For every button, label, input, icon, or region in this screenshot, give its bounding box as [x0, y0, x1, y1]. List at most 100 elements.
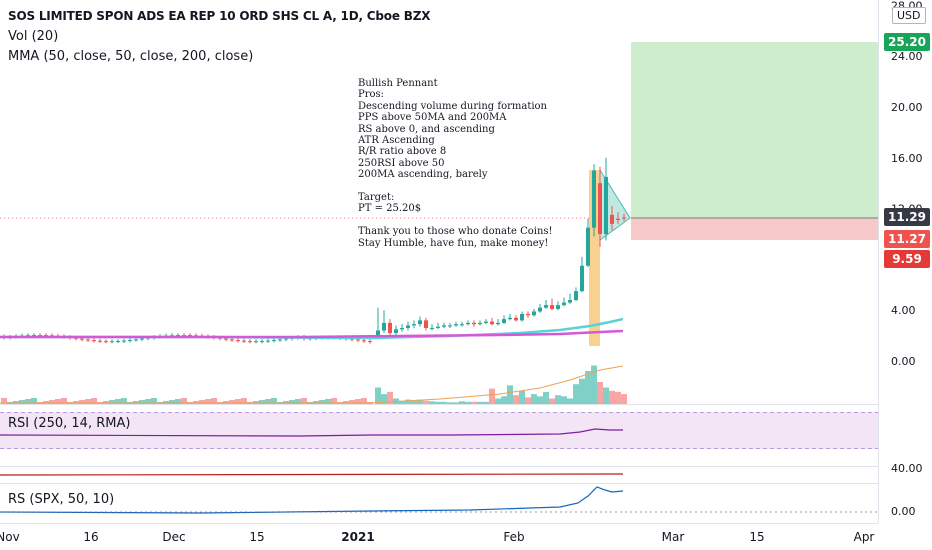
- candle-body: [194, 335, 198, 337]
- candle-body: [418, 320, 422, 325]
- note-line: Pros:: [358, 89, 385, 101]
- volume-bar: [525, 397, 531, 404]
- volume-bar: [121, 398, 127, 404]
- candle-body: [622, 217, 626, 219]
- volume-bar: [31, 398, 37, 404]
- volume-bar: [441, 401, 447, 404]
- candle-body: [562, 302, 566, 306]
- rsi-layer: [0, 428, 623, 437]
- candle-body: [236, 340, 240, 342]
- note-line: ATR Ascending: [358, 135, 435, 147]
- volume-bar: [501, 396, 507, 404]
- volume-bar: [349, 400, 355, 404]
- candle-body: [122, 340, 126, 342]
- candle-body: [466, 322, 470, 325]
- volume-bar: [235, 399, 241, 404]
- volume-bar: [79, 400, 85, 404]
- volume-bar: [205, 399, 211, 404]
- volume-bar: [561, 396, 567, 404]
- candle-body: [478, 322, 482, 325]
- rs-legend[interactable]: RS (SPX, 50, 10): [8, 492, 115, 507]
- volume-bar: [549, 398, 555, 404]
- note-line: [358, 181, 553, 192]
- candle-body: [128, 340, 132, 342]
- candle-body: [248, 341, 252, 343]
- time-axis: Nov 16 Dec 15 2021 Feb Mar 15 Apr: [0, 530, 874, 544]
- note-line: Bullish Pennant: [358, 78, 438, 89]
- volume-bar: [573, 384, 579, 404]
- candle-body: [490, 321, 494, 325]
- candle-body: [356, 339, 360, 341]
- volume-bar: [151, 398, 157, 404]
- stop-price-badge: 9.59: [884, 250, 930, 268]
- volume-bar: [181, 398, 187, 404]
- volume-bar: [319, 400, 325, 404]
- candle-body: [586, 227, 590, 266]
- candle-body: [616, 218, 620, 221]
- note-line: Target:: [358, 192, 395, 204]
- candle-body: [448, 325, 452, 327]
- price-tick-label: 0.00: [891, 355, 916, 368]
- volume-layer: [1, 365, 627, 404]
- mma-legend[interactable]: MMA (50, close, 50, close, 200, close): [8, 49, 254, 64]
- time-tick-label: Nov: [0, 530, 20, 544]
- volume-bar: [543, 391, 549, 404]
- note-line: Descending volume during formation: [358, 100, 547, 112]
- volume-bar: [25, 399, 31, 404]
- candle-body: [556, 305, 560, 309]
- symbol-title[interactable]: SOS LIMITED SPON ADS EA REP 10 ORD SHS C…: [8, 9, 431, 23]
- candle-body: [134, 339, 138, 341]
- volume-bar: [417, 399, 423, 404]
- volume-bar: [271, 398, 277, 404]
- volume-bar: [531, 394, 537, 404]
- volume-bar: [139, 400, 145, 404]
- volume-bar: [145, 399, 151, 404]
- time-tick-label: Mar: [662, 530, 685, 544]
- volume-bar: [325, 399, 331, 404]
- candle-body: [388, 322, 392, 334]
- volume-bar: [399, 400, 405, 404]
- rs-tick-label: 0.00: [891, 505, 916, 518]
- volume-bar: [109, 400, 115, 404]
- last-price-badge: 11.29: [884, 208, 930, 226]
- time-tick-label: Apr: [854, 530, 875, 544]
- volume-bar: [585, 371, 591, 404]
- candle-body: [442, 325, 446, 327]
- time-tick-label: Dec: [162, 530, 185, 544]
- candle-body: [284, 338, 288, 340]
- rs-line: [0, 486, 624, 514]
- volume-bar: [301, 398, 307, 404]
- volume-bar: [331, 398, 337, 404]
- volume-bar: [361, 398, 367, 404]
- candle-body: [604, 176, 608, 234]
- currency-label[interactable]: USD: [892, 7, 926, 24]
- candle-body: [394, 329, 398, 334]
- candle-body: [484, 321, 488, 323]
- time-tick-label: Feb: [503, 530, 524, 544]
- volume-bar: [55, 399, 61, 404]
- candle-body: [260, 341, 264, 343]
- note-line: PT = 25.20$: [358, 203, 422, 215]
- volume-bar: [537, 396, 543, 404]
- candle-body: [266, 340, 270, 342]
- candle-body: [454, 324, 458, 326]
- volume-legend[interactable]: Vol (20): [8, 29, 59, 44]
- candle-body: [176, 334, 180, 336]
- volume-bar: [489, 388, 495, 404]
- volume-bar: [199, 400, 205, 404]
- candle-body: [80, 338, 84, 340]
- volume-bar: [567, 398, 573, 404]
- target-price-badge: 25.20: [884, 33, 930, 51]
- volume-bar: [211, 398, 217, 404]
- rsi-legend[interactable]: RSI (250, 14, RMA): [8, 416, 131, 431]
- candle-body: [544, 305, 548, 308]
- volume-bar: [603, 387, 609, 404]
- candle-body: [376, 330, 380, 336]
- volume-bar: [579, 378, 585, 404]
- ma200-line: [0, 329, 624, 339]
- candle-body: [44, 335, 48, 337]
- volume-bar: [507, 385, 513, 404]
- ma-layer: [0, 317, 624, 404]
- time-tick-label: 2021: [341, 530, 374, 544]
